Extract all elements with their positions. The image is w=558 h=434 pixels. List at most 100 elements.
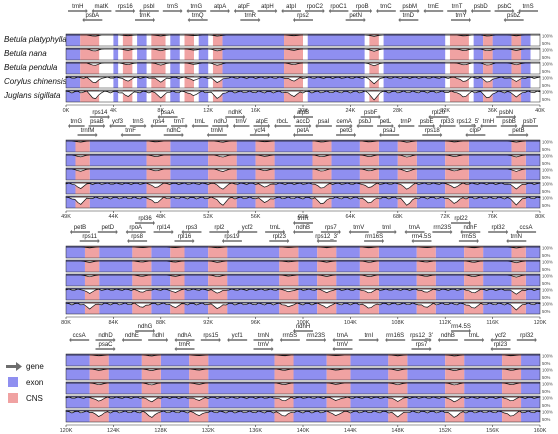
gene-label: trnL — [469, 333, 480, 339]
cns-region — [170, 260, 185, 272]
cns-region — [502, 368, 522, 380]
axis-tick-label: 96K — [251, 320, 261, 326]
axis-tick-label: 56K — [251, 214, 261, 220]
exon-region — [66, 140, 76, 152]
exon-region — [151, 260, 171, 272]
exon-region — [227, 246, 280, 258]
cns-region — [511, 76, 522, 88]
exon-region — [521, 382, 540, 394]
alignment-panels: trnH matK rps16 psbI trnS trnG atpA atpF atpH atp… — [60, 4, 553, 434]
exon-region — [378, 246, 417, 258]
species-track-1: 100% 50% — [65, 368, 553, 381]
gene-arrow — [423, 8, 444, 14]
axis-tick-label: 4K — [110, 108, 117, 114]
gene-label: trnV — [258, 342, 269, 348]
gene-arrow — [191, 123, 209, 129]
exon-region — [236, 140, 256, 152]
exon-region — [483, 246, 512, 258]
species-track-1: 100% 50% — [65, 154, 553, 167]
exon-region — [525, 302, 540, 314]
exon-region — [236, 168, 256, 180]
cns-region — [284, 48, 303, 60]
cns-region — [212, 34, 223, 46]
exon-region — [66, 168, 76, 180]
exon-region — [383, 90, 446, 102]
gene-label: psbJ — [358, 119, 371, 125]
gene-arrow — [233, 8, 254, 14]
exon-region — [170, 62, 180, 74]
gene-label: rpl32 — [492, 225, 506, 231]
gene-label: petB — [74, 225, 86, 231]
exon-region — [492, 34, 512, 46]
gene-label: rpoB — [356, 4, 369, 10]
exon-region — [416, 168, 446, 180]
gene-label: trnH — [72, 4, 83, 10]
identity-curve — [66, 354, 540, 357]
gene-arrow — [305, 8, 325, 14]
exon-region — [170, 140, 209, 152]
gene-label: petG — [340, 128, 353, 134]
species-track-0: 100% 50% — [65, 34, 553, 47]
exon-region — [293, 382, 327, 394]
gene-label: petA — [297, 128, 309, 134]
cns-region — [284, 62, 303, 74]
exon-region — [331, 182, 360, 194]
exon-region — [416, 182, 446, 194]
gene-label: rps7 — [416, 342, 428, 348]
axis-tick-label: 84K — [109, 320, 119, 326]
exon-region — [222, 34, 285, 46]
percent-label-100: 100% — [542, 368, 553, 373]
axis-tick-label: 49K — [61, 214, 71, 220]
exon-region — [464, 368, 503, 380]
gene-arrow — [171, 123, 188, 129]
gene-label: ycf2 — [242, 225, 254, 231]
exon-region — [521, 62, 531, 74]
gene-arrow — [77, 132, 98, 138]
cns-region — [184, 76, 194, 88]
exon-region — [113, 90, 119, 102]
gene-arrow — [212, 123, 229, 129]
gene-arrow — [97, 229, 118, 235]
cns-region — [255, 140, 275, 152]
track-frame — [65, 47, 541, 61]
track-frame — [65, 61, 541, 75]
cns-region — [483, 62, 493, 74]
arrow-icon — [6, 362, 22, 371]
exon-region — [492, 90, 512, 102]
percent-label-100: 100% — [542, 182, 553, 187]
exon-region — [293, 354, 327, 366]
gene-arrow — [157, 114, 178, 120]
gene-label: rpoC1 — [330, 4, 347, 10]
gene-arrow — [518, 8, 538, 14]
gene-label: petD — [101, 225, 114, 231]
percent-label-100: 100% — [542, 354, 553, 359]
gene-arrow — [364, 238, 385, 244]
exon-region — [208, 368, 275, 380]
identity-curve — [65, 90, 541, 101]
exon-region — [160, 368, 190, 380]
cns-region — [312, 154, 332, 166]
gene-arrow — [358, 337, 379, 343]
gene-arrow — [293, 17, 313, 23]
gene-label: ndhA — [177, 333, 191, 339]
gene-arrow — [376, 8, 396, 14]
gene-label: trnV — [337, 342, 348, 348]
gene-label: trnfM — [81, 128, 95, 134]
cns-region — [274, 382, 294, 394]
species-track-1: 100% 50% — [65, 47, 553, 61]
gene-label: psaC — [98, 342, 113, 348]
cns-region — [284, 34, 303, 46]
axis-tick-label: 116K — [486, 320, 499, 326]
percent-label-50: 50% — [542, 41, 551, 46]
cns-region — [189, 382, 209, 394]
exon-region — [468, 182, 512, 194]
exon-region — [416, 196, 446, 208]
cns-region — [312, 140, 332, 152]
identity-curve — [66, 34, 540, 37]
exon-region — [525, 182, 540, 194]
exon-region — [336, 246, 360, 258]
gene-arrow — [500, 123, 518, 129]
gene-label: rps12_3' — [410, 333, 433, 339]
exon-region — [198, 48, 209, 60]
exon-region — [208, 410, 275, 422]
